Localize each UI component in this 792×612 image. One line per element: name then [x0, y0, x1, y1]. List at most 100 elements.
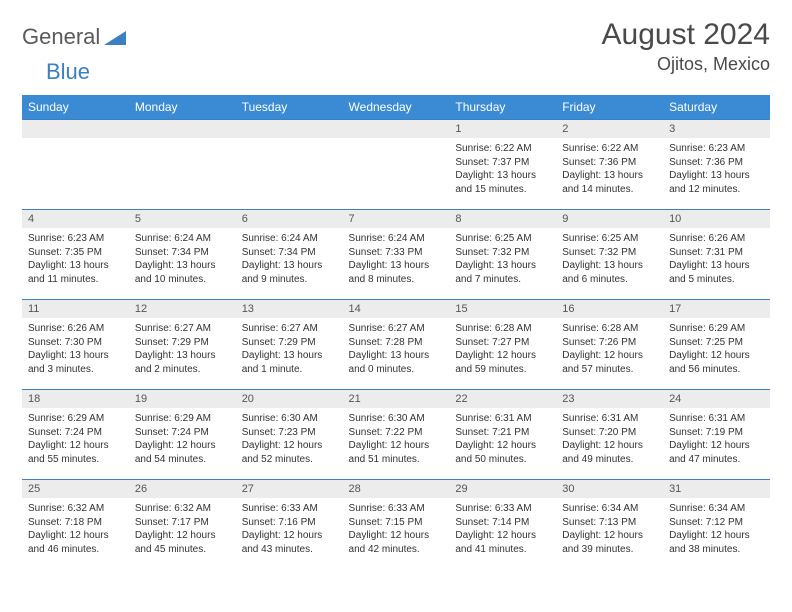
day-details: Sunrise: 6:22 AMSunset: 7:36 PMDaylight:… — [556, 138, 663, 202]
day-details: Sunrise: 6:31 AMSunset: 7:21 PMDaylight:… — [449, 408, 556, 472]
calendar-day-cell: 16Sunrise: 6:28 AMSunset: 7:26 PMDayligh… — [556, 300, 663, 390]
day-details: Sunrise: 6:25 AMSunset: 7:32 PMDaylight:… — [449, 228, 556, 292]
day-number: 11 — [22, 300, 129, 318]
calendar-week-row: 25Sunrise: 6:32 AMSunset: 7:18 PMDayligh… — [22, 480, 770, 570]
month-title: August 2024 — [602, 18, 770, 52]
day-of-week-row: Sunday Monday Tuesday Wednesday Thursday… — [22, 95, 770, 120]
day-details: Sunrise: 6:32 AMSunset: 7:18 PMDaylight:… — [22, 498, 129, 562]
day-number: 28 — [343, 480, 450, 498]
calendar-week-row: 4Sunrise: 6:23 AMSunset: 7:35 PMDaylight… — [22, 210, 770, 300]
day-details: Sunrise: 6:34 AMSunset: 7:12 PMDaylight:… — [663, 498, 770, 562]
calendar-day-cell: 20Sunrise: 6:30 AMSunset: 7:23 PMDayligh… — [236, 390, 343, 480]
day-number: 4 — [22, 210, 129, 228]
location-label: Ojitos, Mexico — [602, 54, 770, 75]
day-number-empty — [343, 120, 450, 138]
calendar-day-cell: 29Sunrise: 6:33 AMSunset: 7:14 PMDayligh… — [449, 480, 556, 570]
day-number: 2 — [556, 120, 663, 138]
day-details: Sunrise: 6:23 AMSunset: 7:35 PMDaylight:… — [22, 228, 129, 292]
day-number: 16 — [556, 300, 663, 318]
calendar-day-cell: 13Sunrise: 6:27 AMSunset: 7:29 PMDayligh… — [236, 300, 343, 390]
day-number: 21 — [343, 390, 450, 408]
day-details: Sunrise: 6:24 AMSunset: 7:34 PMDaylight:… — [129, 228, 236, 292]
calendar-day-cell: 31Sunrise: 6:34 AMSunset: 7:12 PMDayligh… — [663, 480, 770, 570]
day-details: Sunrise: 6:29 AMSunset: 7:25 PMDaylight:… — [663, 318, 770, 382]
calendar-day-cell: 10Sunrise: 6:26 AMSunset: 7:31 PMDayligh… — [663, 210, 770, 300]
day-number: 18 — [22, 390, 129, 408]
calendar-day-cell — [22, 120, 129, 210]
day-number: 7 — [343, 210, 450, 228]
calendar-day-cell: 5Sunrise: 6:24 AMSunset: 7:34 PMDaylight… — [129, 210, 236, 300]
dow-friday: Friday — [556, 95, 663, 120]
day-number: 17 — [663, 300, 770, 318]
calendar-day-cell: 26Sunrise: 6:32 AMSunset: 7:17 PMDayligh… — [129, 480, 236, 570]
calendar-day-cell: 24Sunrise: 6:31 AMSunset: 7:19 PMDayligh… — [663, 390, 770, 480]
day-details: Sunrise: 6:32 AMSunset: 7:17 PMDaylight:… — [129, 498, 236, 562]
calendar-day-cell: 1Sunrise: 6:22 AMSunset: 7:37 PMDaylight… — [449, 120, 556, 210]
day-details: Sunrise: 6:24 AMSunset: 7:33 PMDaylight:… — [343, 228, 450, 292]
day-details: Sunrise: 6:26 AMSunset: 7:31 PMDaylight:… — [663, 228, 770, 292]
dow-thursday: Thursday — [449, 95, 556, 120]
calendar-day-cell: 21Sunrise: 6:30 AMSunset: 7:22 PMDayligh… — [343, 390, 450, 480]
dow-saturday: Saturday — [663, 95, 770, 120]
dow-wednesday: Wednesday — [343, 95, 450, 120]
day-number: 13 — [236, 300, 343, 318]
calendar-day-cell: 18Sunrise: 6:29 AMSunset: 7:24 PMDayligh… — [22, 390, 129, 480]
day-details: Sunrise: 6:28 AMSunset: 7:27 PMDaylight:… — [449, 318, 556, 382]
day-number: 20 — [236, 390, 343, 408]
calendar-table: Sunday Monday Tuesday Wednesday Thursday… — [22, 95, 770, 570]
calendar-day-cell: 17Sunrise: 6:29 AMSunset: 7:25 PMDayligh… — [663, 300, 770, 390]
calendar-day-cell — [343, 120, 450, 210]
day-number: 23 — [556, 390, 663, 408]
calendar-day-cell: 15Sunrise: 6:28 AMSunset: 7:27 PMDayligh… — [449, 300, 556, 390]
calendar-week-row: 1Sunrise: 6:22 AMSunset: 7:37 PMDaylight… — [22, 120, 770, 210]
dow-tuesday: Tuesday — [236, 95, 343, 120]
day-details: Sunrise: 6:34 AMSunset: 7:13 PMDaylight:… — [556, 498, 663, 562]
day-details: Sunrise: 6:23 AMSunset: 7:36 PMDaylight:… — [663, 138, 770, 202]
day-number: 14 — [343, 300, 450, 318]
day-details: Sunrise: 6:29 AMSunset: 7:24 PMDaylight:… — [22, 408, 129, 472]
calendar-day-cell: 8Sunrise: 6:25 AMSunset: 7:32 PMDaylight… — [449, 210, 556, 300]
day-number-empty — [129, 120, 236, 138]
day-number: 15 — [449, 300, 556, 318]
day-details: Sunrise: 6:31 AMSunset: 7:20 PMDaylight:… — [556, 408, 663, 472]
day-details: Sunrise: 6:27 AMSunset: 7:29 PMDaylight:… — [236, 318, 343, 382]
dow-monday: Monday — [129, 95, 236, 120]
day-details: Sunrise: 6:33 AMSunset: 7:14 PMDaylight:… — [449, 498, 556, 562]
day-number: 27 — [236, 480, 343, 498]
day-details: Sunrise: 6:29 AMSunset: 7:24 PMDaylight:… — [129, 408, 236, 472]
day-details: Sunrise: 6:30 AMSunset: 7:23 PMDaylight:… — [236, 408, 343, 472]
calendar-day-cell: 9Sunrise: 6:25 AMSunset: 7:32 PMDaylight… — [556, 210, 663, 300]
day-number: 3 — [663, 120, 770, 138]
day-number: 1 — [449, 120, 556, 138]
calendar-day-cell: 2Sunrise: 6:22 AMSunset: 7:36 PMDaylight… — [556, 120, 663, 210]
day-number: 31 — [663, 480, 770, 498]
calendar-day-cell: 14Sunrise: 6:27 AMSunset: 7:28 PMDayligh… — [343, 300, 450, 390]
calendar-day-cell: 11Sunrise: 6:26 AMSunset: 7:30 PMDayligh… — [22, 300, 129, 390]
day-number: 24 — [663, 390, 770, 408]
calendar-day-cell: 12Sunrise: 6:27 AMSunset: 7:29 PMDayligh… — [129, 300, 236, 390]
calendar-body: 1Sunrise: 6:22 AMSunset: 7:37 PMDaylight… — [22, 120, 770, 570]
day-details: Sunrise: 6:28 AMSunset: 7:26 PMDaylight:… — [556, 318, 663, 382]
calendar-day-cell: 6Sunrise: 6:24 AMSunset: 7:34 PMDaylight… — [236, 210, 343, 300]
calendar-day-cell: 19Sunrise: 6:29 AMSunset: 7:24 PMDayligh… — [129, 390, 236, 480]
calendar-day-cell — [236, 120, 343, 210]
calendar-day-cell: 4Sunrise: 6:23 AMSunset: 7:35 PMDaylight… — [22, 210, 129, 300]
day-details: Sunrise: 6:24 AMSunset: 7:34 PMDaylight:… — [236, 228, 343, 292]
calendar-week-row: 11Sunrise: 6:26 AMSunset: 7:30 PMDayligh… — [22, 300, 770, 390]
day-details: Sunrise: 6:25 AMSunset: 7:32 PMDaylight:… — [556, 228, 663, 292]
title-block: August 2024 Ojitos, Mexico — [602, 18, 770, 75]
day-details: Sunrise: 6:31 AMSunset: 7:19 PMDaylight:… — [663, 408, 770, 472]
day-details: Sunrise: 6:22 AMSunset: 7:37 PMDaylight:… — [449, 138, 556, 202]
calendar-day-cell: 30Sunrise: 6:34 AMSunset: 7:13 PMDayligh… — [556, 480, 663, 570]
calendar-day-cell: 3Sunrise: 6:23 AMSunset: 7:36 PMDaylight… — [663, 120, 770, 210]
day-number: 10 — [663, 210, 770, 228]
day-number-empty — [22, 120, 129, 138]
calendar-day-cell: 25Sunrise: 6:32 AMSunset: 7:18 PMDayligh… — [22, 480, 129, 570]
day-details: Sunrise: 6:26 AMSunset: 7:30 PMDaylight:… — [22, 318, 129, 382]
day-number: 25 — [22, 480, 129, 498]
day-number: 19 — [129, 390, 236, 408]
brand-logo: General — [22, 18, 126, 50]
day-details: Sunrise: 6:30 AMSunset: 7:22 PMDaylight:… — [343, 408, 450, 472]
day-number: 29 — [449, 480, 556, 498]
day-details: Sunrise: 6:27 AMSunset: 7:28 PMDaylight:… — [343, 318, 450, 382]
